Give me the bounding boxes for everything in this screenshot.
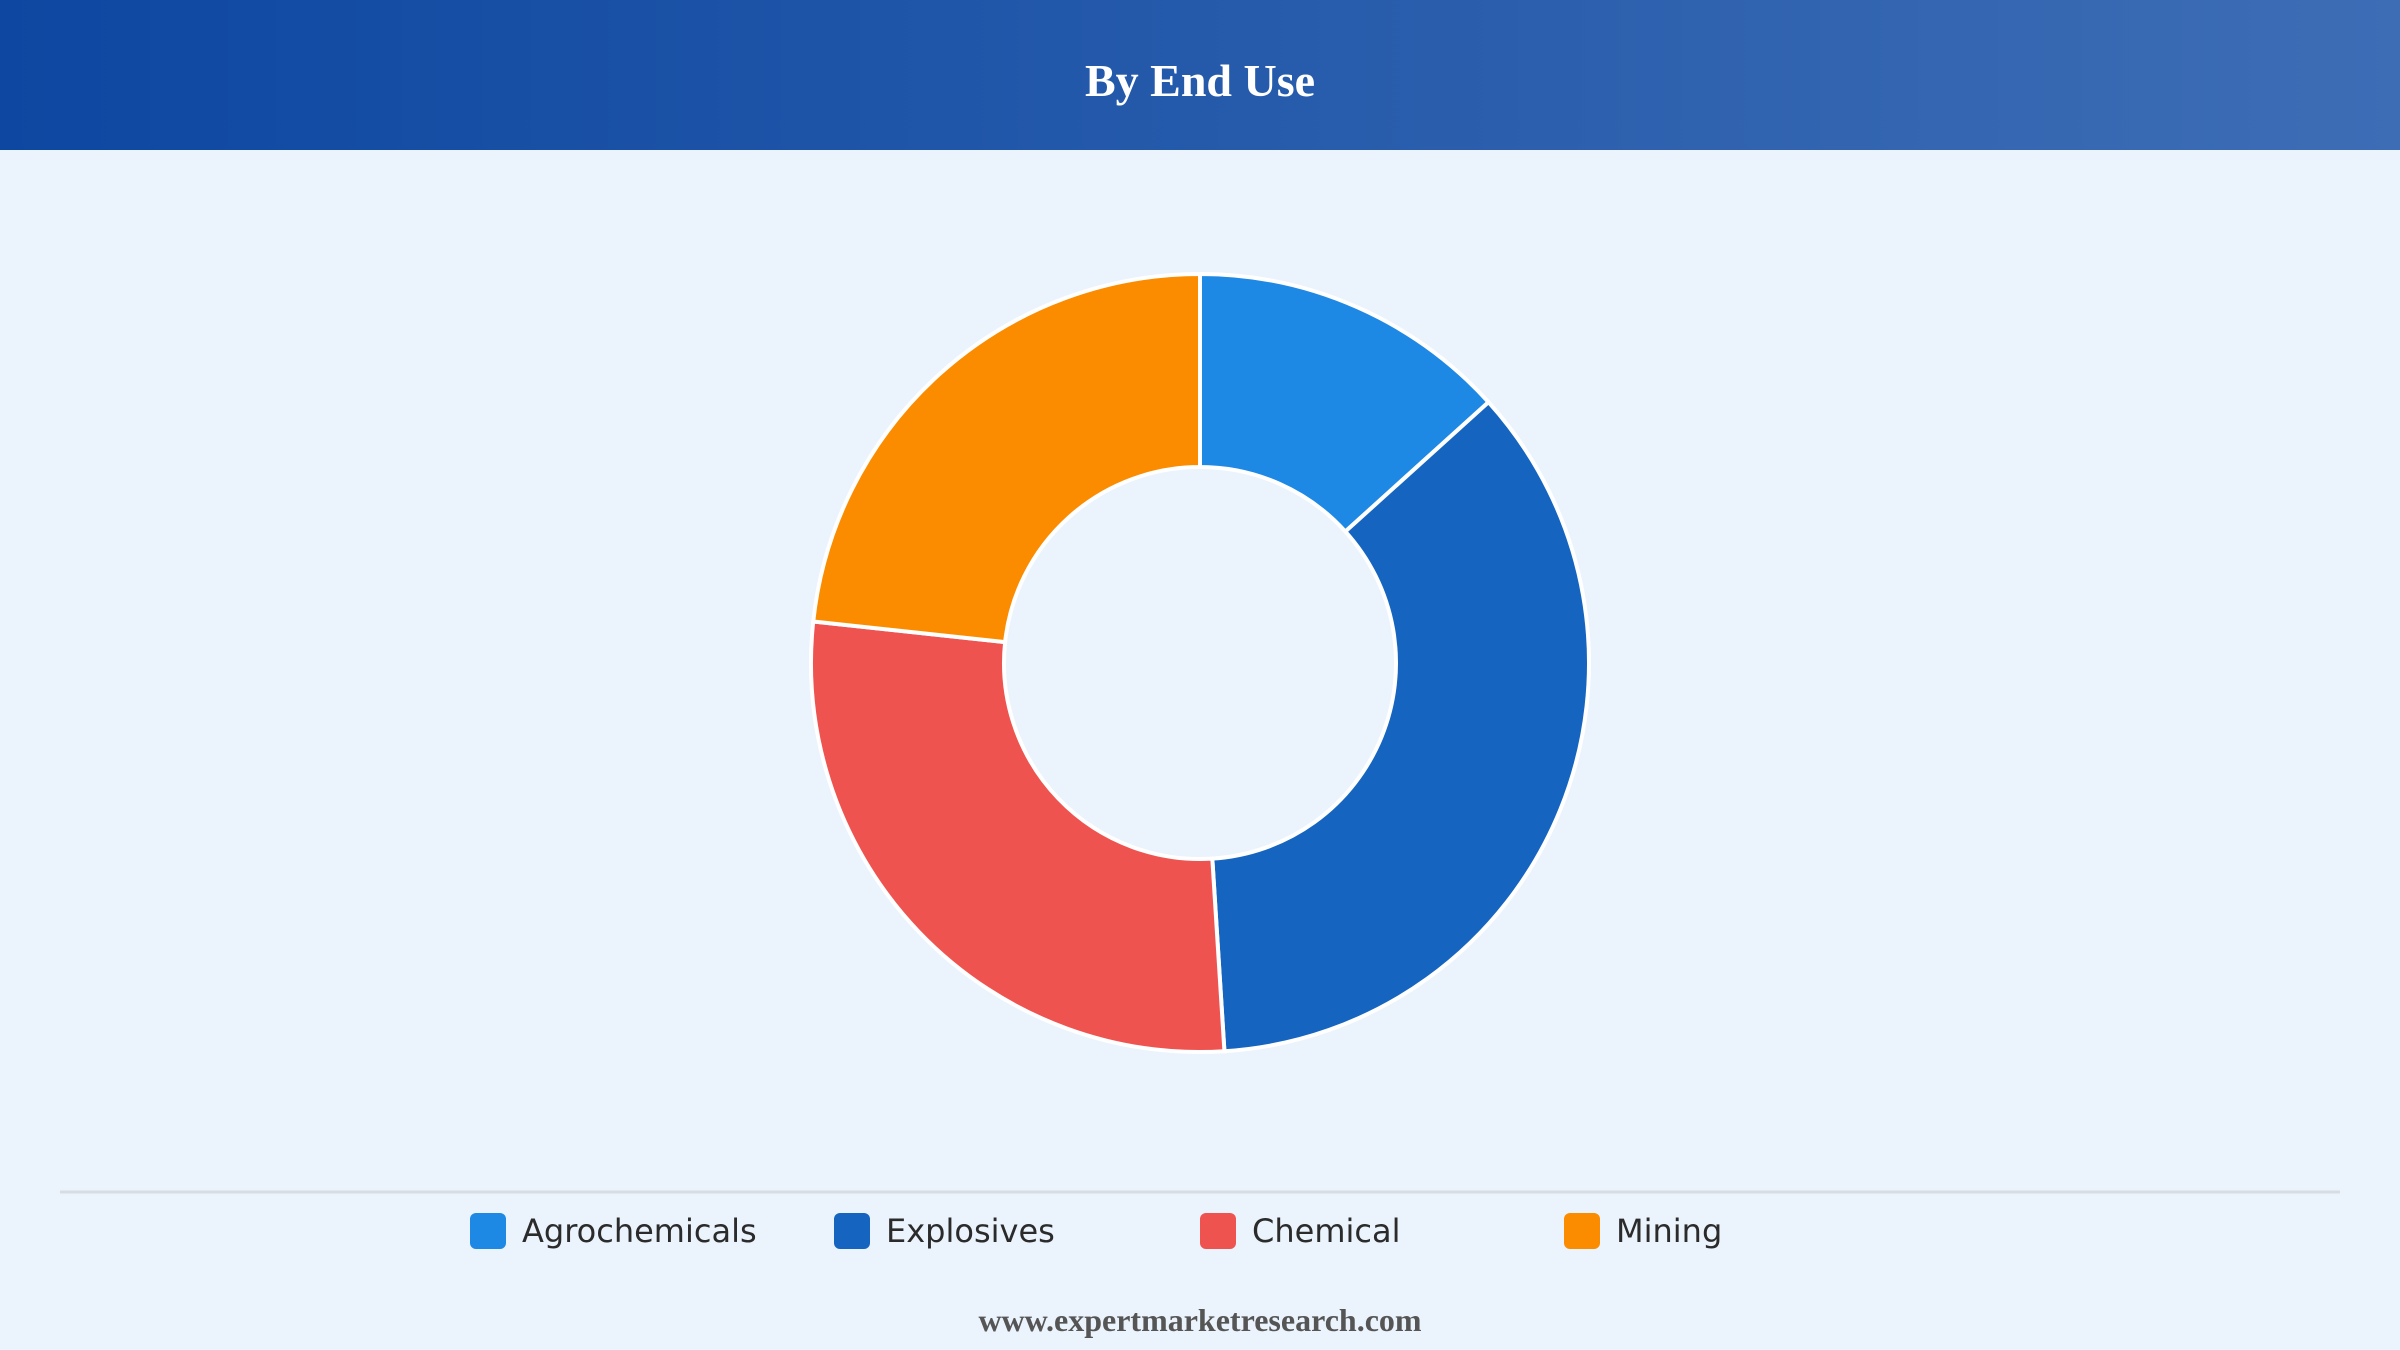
legend-swatch [470, 1213, 506, 1249]
footer-url: www.expertmarketresearch.com [978, 1302, 1421, 1338]
donut-slice [809, 619, 1227, 1054]
header-bar [0, 0, 2400, 150]
legend-label: Chemical [1252, 1212, 1400, 1250]
donut-slice [811, 271, 1202, 645]
legend-swatch [834, 1213, 870, 1249]
donut-slice [1210, 399, 1591, 1054]
legend-swatch [1200, 1213, 1236, 1249]
legend-label: Mining [1616, 1212, 1722, 1250]
legend-label: Agrochemicals [522, 1212, 757, 1250]
legend-swatch [1564, 1213, 1600, 1249]
chart-title: By End Use [1085, 55, 1315, 106]
legend-label: Explosives [886, 1212, 1055, 1250]
